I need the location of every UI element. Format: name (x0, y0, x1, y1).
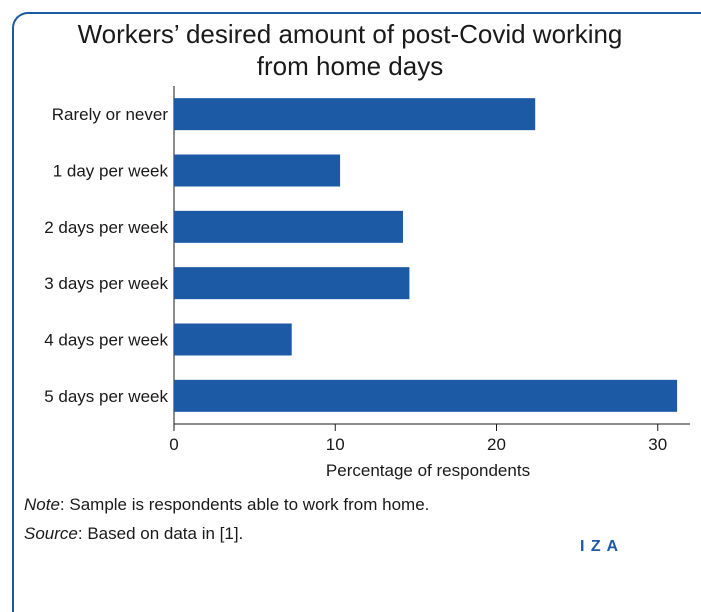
iza-logo: I Z A (580, 538, 620, 555)
category-label: 3 days per week (44, 274, 168, 293)
category-labels: Rarely or never 1 day per week 2 days per … (44, 105, 168, 406)
bar-chart: Rarely or never 1 day per week 2 days per … (44, 86, 690, 480)
chart-frame (12, 12, 701, 612)
x-tick-label: 0 (169, 435, 178, 454)
bar (174, 154, 341, 187)
category-label: 5 days per week (44, 387, 168, 406)
x-axis-ticks: 0 10 20 30 (169, 424, 667, 454)
x-tick-label: 30 (648, 435, 667, 454)
chart-axes (173, 86, 690, 425)
category-label: Rarely or never (52, 105, 169, 124)
chart-title-line-1: Workers’ desired amount of post-Covid wo… (77, 19, 623, 49)
source-text: Source: Based on data in [1]. (24, 524, 243, 544)
source-body: : Based on data in [1]. (77, 524, 244, 543)
x-tick-label: 10 (326, 435, 345, 454)
bar (174, 210, 403, 243)
chart-title-line-2: from home days (256, 51, 444, 81)
chart-bars (174, 98, 678, 412)
source-label: Source (24, 524, 78, 543)
category-label: 4 days per week (44, 331, 168, 350)
category-label: 2 days per week (44, 218, 168, 237)
bar (174, 267, 410, 300)
bar (174, 379, 678, 412)
note-text: Note: Sample is respondents able to work… (24, 495, 429, 515)
chart-title: Workers’ desired amount of post-Covid wo… (60, 18, 640, 82)
x-tick-label: 20 (487, 435, 506, 454)
category-label: 1 day per week (53, 162, 169, 181)
bar (174, 323, 292, 356)
bar (174, 98, 536, 131)
note-body: : Sample is respondents able to work fro… (59, 495, 430, 514)
note-label: Note (24, 495, 60, 514)
x-axis-label: Percentage of respondents (326, 461, 530, 480)
